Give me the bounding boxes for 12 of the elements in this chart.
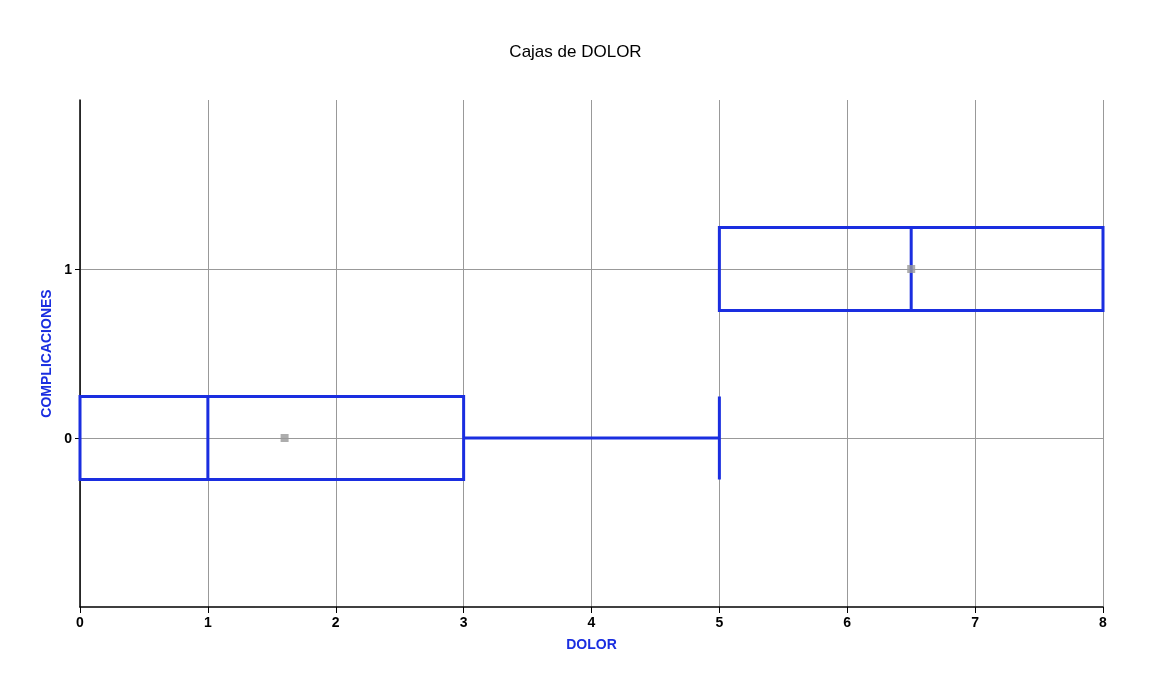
- x-tick-label: 4: [587, 614, 596, 630]
- x-axis-title: DOLOR: [566, 636, 617, 652]
- x-tick-label: 7: [971, 614, 980, 630]
- x-tick-label: 1: [203, 614, 212, 630]
- x-tick-label: 3: [459, 614, 468, 630]
- x-tick-label: 2: [331, 614, 340, 630]
- x-tick-label: 5: [715, 614, 724, 630]
- x-tick-label: 6: [843, 614, 852, 630]
- x-tick-label: 0: [76, 614, 85, 630]
- y-axis-title: COMPLICACIONES: [38, 289, 55, 418]
- x-tick-label: 8: [1099, 614, 1108, 630]
- chart-title: Cajas de DOLOR: [509, 42, 642, 61]
